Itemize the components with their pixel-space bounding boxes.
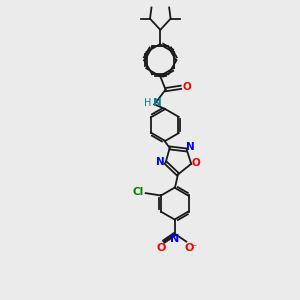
Text: N: N	[153, 98, 161, 108]
Text: Cl: Cl	[132, 187, 144, 197]
Text: N: N	[170, 234, 180, 244]
Text: N: N	[186, 142, 195, 152]
Text: N: N	[156, 157, 165, 167]
Text: O: O	[157, 243, 166, 253]
Text: O: O	[184, 243, 194, 253]
Text: O: O	[192, 158, 201, 168]
Text: O: O	[183, 82, 192, 92]
Text: ⁻: ⁻	[191, 243, 196, 253]
Text: H: H	[144, 98, 152, 108]
